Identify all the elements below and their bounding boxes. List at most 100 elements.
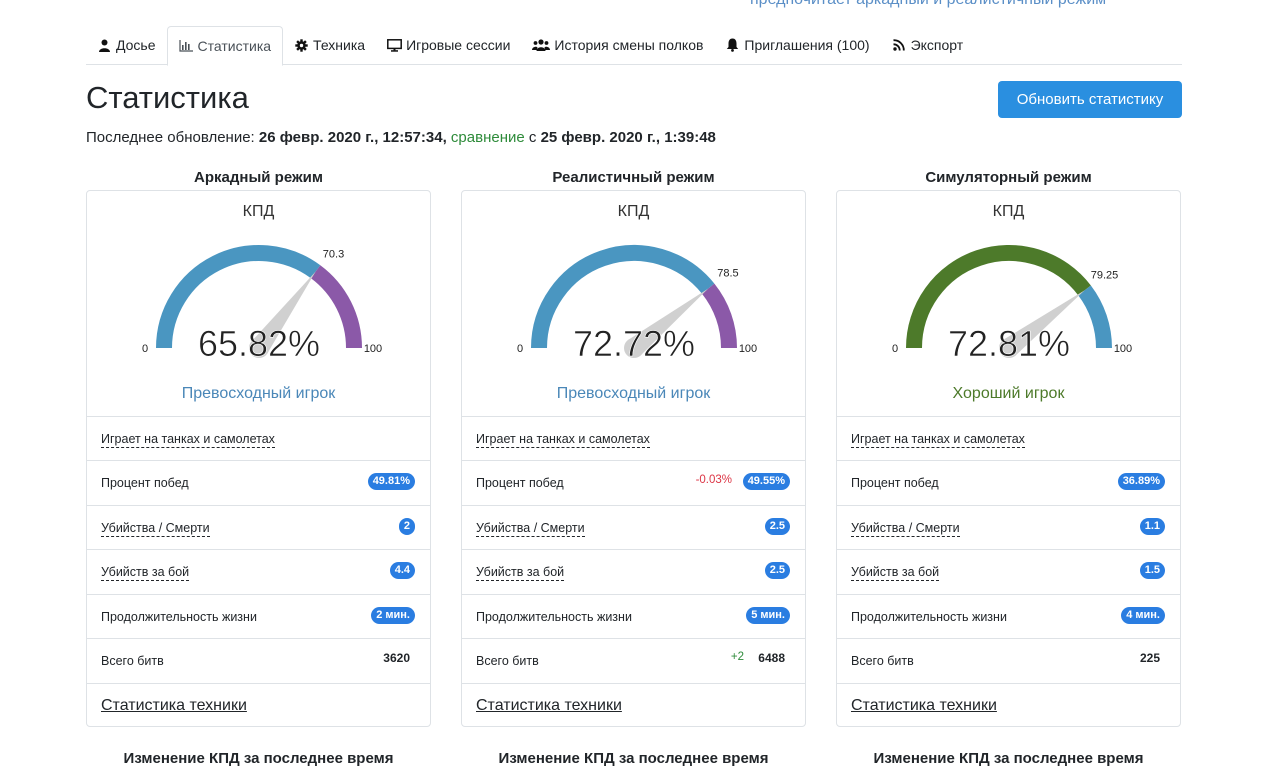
- compare-with: с: [528, 129, 537, 146]
- mode-title: Реалистичный режим: [552, 169, 715, 186]
- stats-value-badge: 4 мин.: [1121, 607, 1165, 624]
- kpd-change-title: Изменение КПД за последнее время: [123, 750, 394, 767]
- tab-label: История смены полков: [554, 37, 704, 53]
- stats-row-label[interactable]: Играет на танках и самолетах: [851, 432, 1025, 448]
- stats-value: 225: [1139, 651, 1160, 665]
- tab-label: Техника: [313, 37, 366, 53]
- tab-dossier[interactable]: Досье: [86, 26, 167, 64]
- chart-icon: [179, 39, 194, 53]
- stats-row: Продолжительность жизни 4 мин.: [837, 594, 1180, 638]
- stats-row: Всего битв 225: [837, 638, 1180, 682]
- stats-row-label[interactable]: Убийства / Смерти: [101, 521, 210, 537]
- stats-row-label: Процент побед: [851, 476, 939, 490]
- gauge-max-label: 100: [1114, 343, 1132, 355]
- stats-row-label: Продолжительность жизни: [851, 610, 1007, 624]
- stats-value-badge: 36.89%: [1117, 473, 1165, 490]
- stats-row: Процент побед 49.81%: [87, 460, 430, 504]
- users-icon: [532, 38, 551, 52]
- vehicle-stats-link[interactable]: Статистика техники: [476, 697, 622, 714]
- stats-value-badge: 4.4: [389, 562, 415, 579]
- gauge-hub: [624, 338, 644, 358]
- stats-row-label[interactable]: Убийства / Смерти: [476, 521, 585, 537]
- stats-row-label[interactable]: Убийств за бой: [851, 565, 940, 581]
- stats-value-badge: 1.1: [1139, 518, 1165, 535]
- gauge-min-label: 0: [142, 343, 148, 355]
- stats-row: Продолжительность жизни 5 мин.: [462, 594, 805, 638]
- tab-label: Игровые сессии: [406, 37, 511, 53]
- mode-title: Аркадный режим: [194, 169, 323, 186]
- tab-regiment-history[interactable]: История смены полков: [521, 26, 714, 64]
- compare-label: сравнение: [450, 129, 525, 146]
- gauge-max-label: 100: [739, 343, 757, 355]
- gauge-arc-rest: [701, 283, 737, 349]
- gauge-threshold-label: 79.25: [1091, 269, 1119, 281]
- stats-row: Убийства / Смерти 2.5: [462, 505, 805, 549]
- stats-row-label: Процент побед: [101, 476, 189, 490]
- stats-row-label[interactable]: Играет на танках и самолетах: [476, 432, 650, 448]
- mode-card: КПД 79.25 0 100 72.81% Хороший игрок Играет на…: [836, 190, 1181, 727]
- vehicle-stats-link[interactable]: Статистика техники: [851, 697, 997, 714]
- stats-value-badge: 2.5: [764, 518, 790, 535]
- stats-divider: [462, 683, 805, 684]
- stats-row: Убийств за бой 4.4: [87, 549, 430, 593]
- stats-row-label: Продолжительность жизни: [476, 610, 632, 624]
- gauge-arc-main: [156, 245, 321, 349]
- mode-title: Симуляторный режим: [925, 169, 1092, 186]
- tab-invitations[interactable]: Приглашения (100): [714, 26, 880, 64]
- stats-row: Играет на танках и самолетах: [837, 416, 1180, 460]
- stats-value-badge: 1.5: [1139, 562, 1165, 579]
- gauge-arc-rest: [310, 265, 362, 349]
- stats-delta-positive: +2: [730, 651, 744, 663]
- tab-statistics[interactable]: Статистика: [166, 26, 284, 66]
- vehicle-stats-link[interactable]: Статистика техники: [101, 697, 247, 714]
- stats-row-label: Продолжительность жизни: [101, 610, 257, 624]
- kpd-gauge: 79.25 0 100 72.81%: [892, 245, 1132, 364]
- stats-value-badge: 2 мин.: [371, 607, 415, 624]
- stats-row: Продолжительность жизни 2 мин.: [87, 594, 430, 638]
- stats-row-label[interactable]: Убийств за бой: [101, 565, 190, 581]
- gauge-min-label: 0: [892, 343, 898, 355]
- stats-value: 6488: [758, 651, 785, 665]
- stats-value-badge: 2.5: [764, 562, 790, 579]
- page-title: Статистика: [86, 80, 249, 115]
- gauge-threshold-label: 78.5: [717, 267, 738, 279]
- kpd-gauge: 70.3 0 100 65.82%: [142, 245, 382, 364]
- rss-icon: [892, 38, 907, 52]
- user-icon: [97, 38, 112, 52]
- gauge-hub: [999, 338, 1019, 358]
- gauge-value: 72.81%: [948, 323, 1070, 364]
- kpd-label: КПД: [617, 203, 650, 220]
- tab-vehicles[interactable]: Техника: [283, 26, 376, 64]
- kpd-label: КПД: [992, 203, 1025, 220]
- bell-icon: [725, 38, 740, 52]
- stats-row-label: Всего битв: [476, 654, 539, 668]
- gauge-value: 65.82%: [198, 323, 320, 364]
- stats-divider: [87, 683, 430, 684]
- gauge-needle: [627, 288, 709, 356]
- stats-row-label[interactable]: Убийств за бой: [476, 565, 565, 581]
- tab-label: Статистика: [197, 38, 272, 54]
- stats-row: Играет на танках и самолетах: [87, 416, 430, 460]
- gauge-arc-main: [906, 245, 1091, 349]
- gauge-arc-main: [531, 245, 715, 349]
- stats-row-label[interactable]: Убийства / Смерти: [851, 521, 960, 537]
- stats-row: Процент побед 49.55% -0.03%: [462, 460, 805, 504]
- gauge-threshold-label: 70.3: [323, 249, 344, 261]
- gauge-arc-rest: [1078, 285, 1112, 349]
- stats-row: Всего битв 6488 +2: [462, 638, 805, 682]
- tab-export[interactable]: Экспорт: [881, 26, 975, 64]
- stats-row-label[interactable]: Играет на танках и самолетах: [101, 432, 275, 448]
- tab-game-sessions[interactable]: Игровые сессии: [376, 26, 521, 64]
- top-partial-text: предпочитает аркадный и реалистичный реж…: [750, 0, 1106, 9]
- stats-row: Убийств за бой 2.5: [462, 549, 805, 593]
- mode-card: КПД 78.5 0 100 72.72% Превосходный игрок Играе…: [461, 190, 806, 727]
- kpd-change-title: Изменение КПД за последнее время: [498, 750, 769, 767]
- tab-label: Приглашения (100): [744, 37, 870, 53]
- gauge-value: 72.72%: [573, 323, 695, 364]
- updated-date: 26 февр. 2020 г., 12:57:34,: [258, 129, 447, 146]
- refresh-statistics-button[interactable]: Обновить статистику: [998, 81, 1182, 118]
- stats-row: Играет на танках и самолетах: [462, 416, 805, 460]
- stats-value-badge: 2: [398, 518, 415, 535]
- kpd-label: КПД: [242, 203, 275, 220]
- stats-row-label: Процент побед: [476, 476, 564, 490]
